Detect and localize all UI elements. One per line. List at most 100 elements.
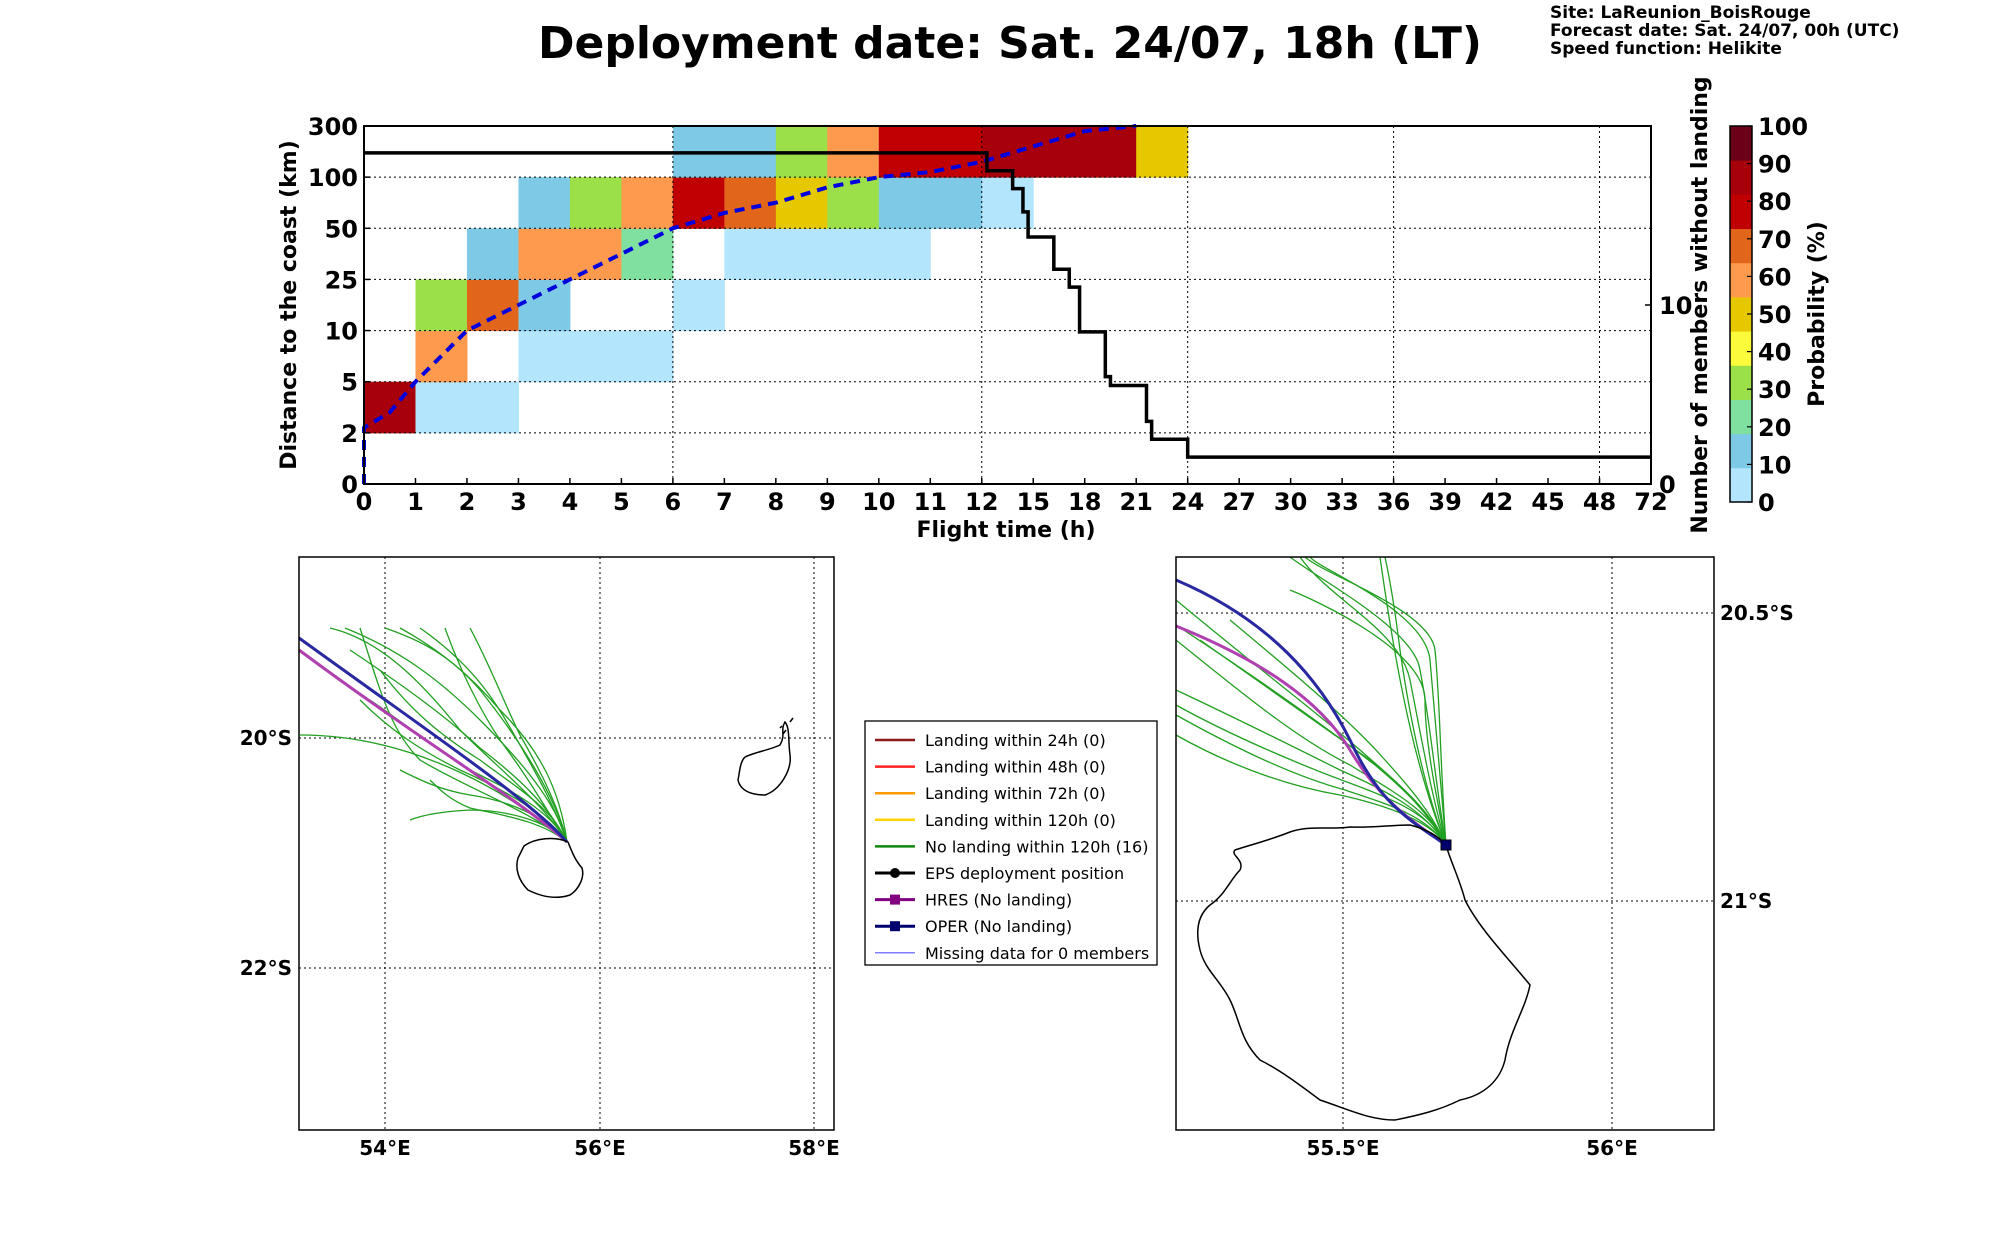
heatmap-cell bbox=[569, 228, 622, 280]
heatmap-cell bbox=[415, 381, 468, 434]
heatmap-cell bbox=[878, 177, 931, 229]
heatmap-cell bbox=[1136, 126, 1189, 178]
legend-items: Landing within 24h (0) Landing within 48h… bbox=[875, 731, 1149, 963]
member-track bbox=[1175, 714, 1447, 846]
map-regional-lon-tick: 54°E bbox=[359, 1136, 411, 1160]
heatmap-cell bbox=[466, 279, 519, 332]
members-without-landing-line bbox=[364, 151, 1651, 459]
map-zoomed-oper-track bbox=[1175, 578, 1447, 847]
right-tick-label: 10 bbox=[1659, 292, 1692, 320]
x-tick-label: 72 bbox=[1634, 488, 1667, 516]
colorbar-tick-label: 40 bbox=[1758, 339, 1791, 367]
x-tick-label: 6 bbox=[665, 488, 682, 516]
legend-swatch-marker bbox=[890, 894, 900, 905]
member-track bbox=[1299, 556, 1447, 846]
right-axis-label: Number of members without landing bbox=[1688, 76, 1713, 533]
heatmap-lines bbox=[362, 124, 1651, 484]
y-tick-label: 0 bbox=[341, 471, 358, 499]
heatmap-cell bbox=[621, 228, 674, 280]
x-tick-labels: 0 1 2 3 4 5 6 7 8 9 10 11 12 15 18 21 24 27 30 33 36 39 42 45 48… bbox=[356, 478, 1668, 516]
heatmap-cell bbox=[775, 177, 828, 229]
heatmap-cell bbox=[364, 381, 416, 434]
map-zoomed-lat-tick: 21°S bbox=[1720, 889, 1772, 913]
x-tick-label: 21 bbox=[1119, 488, 1152, 516]
map-regional: 54°E 56°E 58°E 20°S 22°S bbox=[240, 556, 840, 1160]
site-label: Site: LaReunion_BoisRouge bbox=[1550, 3, 1811, 23]
legend-item: HRES (No landing) bbox=[875, 891, 1072, 910]
colorbar-tick-label: 50 bbox=[1758, 301, 1791, 329]
map-regional-lat-tick: 20°S bbox=[240, 726, 292, 750]
heatmap-cell bbox=[621, 177, 674, 229]
colorbar-ticks: 0 10 20 30 40 50 60 70 80 90 100 bbox=[1747, 113, 1808, 517]
map-regional-frame bbox=[298, 556, 835, 1131]
colorbar-box bbox=[1730, 296, 1752, 332]
legend-item: Landing within 120h (0) bbox=[875, 811, 1116, 830]
map-regional-hres-track bbox=[298, 648, 568, 844]
legend-label: HRES (No landing) bbox=[925, 891, 1072, 910]
member-track bbox=[1289, 589, 1447, 846]
colorbar-boxes bbox=[1730, 126, 1752, 503]
x-tick-label: 27 bbox=[1222, 488, 1255, 516]
x-tick-label: 18 bbox=[1068, 488, 1101, 516]
mauritius-islets bbox=[779, 717, 794, 735]
heatmap-cells bbox=[364, 126, 1189, 434]
member-track bbox=[1289, 556, 1447, 846]
colorbar-tick-label: 70 bbox=[1758, 226, 1791, 254]
colorbar: 0 10 20 30 40 50 60 70 80 90 100 Probability (%) bbox=[1729, 113, 1830, 517]
right-tick-labels: 0 10 bbox=[1645, 292, 1692, 499]
x-tick-label: 7 bbox=[716, 488, 733, 516]
legend-item: OPER (No landing) bbox=[875, 917, 1072, 936]
colorbar-label: Probability (%) bbox=[1805, 221, 1830, 407]
map-zoomed-lat-tick: 20.5°S bbox=[1720, 601, 1794, 625]
member-track bbox=[1384, 556, 1447, 846]
map-zoomed: 55.5°E 56°E 20.5°S 21°S bbox=[1175, 556, 1794, 1160]
map-zoomed-frame bbox=[1175, 556, 1715, 1131]
legend-label: No landing within 120h (16) bbox=[925, 837, 1148, 856]
y-axis-label: Distance to the coast (km) bbox=[277, 140, 302, 470]
median-distance-line bbox=[362, 124, 1137, 484]
y-tick-label: 10 bbox=[325, 318, 358, 346]
colorbar-tick-label: 20 bbox=[1758, 414, 1791, 442]
legend-item: Landing within 72h (0) bbox=[875, 784, 1106, 803]
legend-box bbox=[864, 720, 1158, 966]
colorbar-tick-label: 80 bbox=[1758, 188, 1791, 216]
colorbar-box bbox=[1730, 262, 1752, 298]
heatmap-cell bbox=[518, 228, 571, 280]
y-tick-label: 100 bbox=[308, 164, 358, 192]
x-tick-label: 33 bbox=[1325, 488, 1358, 516]
member-track bbox=[349, 649, 568, 843]
speed-label: Speed function: Helikite bbox=[1550, 39, 1782, 59]
legend: Landing within 24h (0) Landing within 48h… bbox=[864, 720, 1158, 966]
heatmap-cell bbox=[672, 279, 725, 332]
legend-swatch-marker bbox=[890, 921, 900, 932]
colorbar-box bbox=[1730, 399, 1752, 435]
heatmap-cell bbox=[1084, 126, 1137, 178]
x-tick-label: 4 bbox=[562, 488, 579, 516]
heatmap-cell bbox=[466, 381, 519, 434]
x-tick-label: 36 bbox=[1377, 488, 1410, 516]
legend-item: EPS deployment position bbox=[875, 864, 1124, 883]
member-track bbox=[1175, 689, 1447, 846]
x-tick-label: 48 bbox=[1583, 488, 1616, 516]
x-tick-label: 2 bbox=[459, 488, 476, 516]
map-zoomed-lon-tick: 55.5°E bbox=[1306, 1136, 1379, 1160]
x-tick-label: 42 bbox=[1480, 488, 1513, 516]
member-track bbox=[344, 627, 568, 843]
x-tick-label: 9 bbox=[819, 488, 836, 516]
heatmap-cell bbox=[981, 177, 1034, 229]
x-tick-label: 24 bbox=[1171, 488, 1204, 516]
member-track bbox=[1199, 639, 1447, 846]
member-track bbox=[1175, 704, 1447, 846]
heatmap-cell bbox=[724, 228, 777, 280]
member-track bbox=[429, 779, 568, 843]
member-track bbox=[469, 627, 568, 843]
y-tick-label: 2 bbox=[341, 420, 358, 448]
chart-title: Deployment date: Sat. 24/07, 18h (LT) bbox=[538, 18, 1482, 69]
member-track bbox=[419, 627, 568, 843]
legend-label: Missing data for 0 members bbox=[925, 944, 1149, 963]
x-tick-label: 3 bbox=[510, 488, 527, 516]
colorbar-box bbox=[1730, 467, 1752, 503]
